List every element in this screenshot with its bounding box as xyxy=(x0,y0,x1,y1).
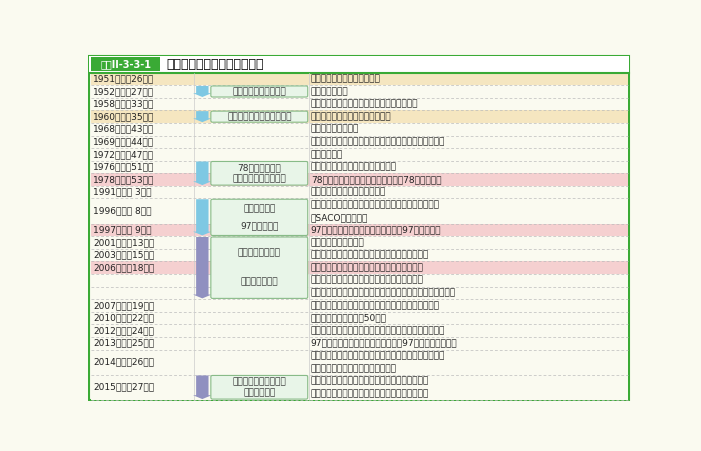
FancyBboxPatch shape xyxy=(211,237,308,299)
FancyBboxPatch shape xyxy=(90,148,628,161)
FancyBboxPatch shape xyxy=(90,186,628,198)
Text: 「未来に向けた共通のビジョン」（野田・オバマ会談）: 「未来に向けた共通のビジョン」（野田・オバマ会談） xyxy=(311,326,445,335)
FancyBboxPatch shape xyxy=(90,161,628,173)
Text: 旧日米安保条約の時代: 旧日米安保条約の時代 xyxy=(233,87,286,96)
Text: 安保改定と新日米安保条約: 安保改定と新日米安保条約 xyxy=(227,112,292,121)
FancyBboxPatch shape xyxy=(89,55,629,73)
FancyBboxPatch shape xyxy=(90,136,628,148)
FancyBboxPatch shape xyxy=(211,86,308,97)
Text: 1976（昭和51）年: 1976（昭和51）年 xyxy=(93,162,154,171)
Text: 「SACO最終報告」: 「SACO最終報告」 xyxy=(311,213,368,222)
Text: 2010（平成22）年: 2010（平成22）年 xyxy=(93,313,154,322)
Text: 1951（昭和26）年: 1951（昭和26）年 xyxy=(93,74,154,83)
FancyBboxPatch shape xyxy=(211,111,308,122)
Polygon shape xyxy=(193,86,212,97)
Text: 「日米安全保障共同宣言」（橋本・クリントン会談）: 「日米安全保障共同宣言」（橋本・クリントン会談） xyxy=(311,200,440,209)
Text: （旧ソ連の崩壊、冷戦の終結）: （旧ソ連の崩壊、冷戦の終結） xyxy=(311,188,386,197)
FancyBboxPatch shape xyxy=(90,236,628,249)
Text: 旧「日米安全保障条約」承認: 旧「日米安全保障条約」承認 xyxy=(311,74,381,83)
Text: 「世界の中の日米同盟」（小泉・ブッシュ会談）: 「世界の中の日米同盟」（小泉・ブッシュ会談） xyxy=(311,251,429,260)
Text: 日米同盟にかかわる主な経緯: 日米同盟にかかわる主な経緯 xyxy=(167,58,264,71)
Text: 1991（平成 3）年: 1991（平成 3）年 xyxy=(93,188,151,197)
Text: 佐藤・ニクソン会談（安保条約継続、沖縄施政権返還）: 佐藤・ニクソン会談（安保条約継続、沖縄施政権返還） xyxy=(311,137,445,146)
Text: 日米安全保障条約締結50周年: 日米安全保障条約締結50周年 xyxy=(311,313,387,322)
FancyBboxPatch shape xyxy=(90,337,628,350)
Text: 米国同時多発テロ: 米国同時多発テロ xyxy=(238,249,281,258)
Text: 新「日米防衛協力のための指針」（新指針）策定: 新「日米防衛協力のための指針」（新指針）策定 xyxy=(311,389,429,398)
FancyBboxPatch shape xyxy=(90,312,628,324)
Text: 97「日米防衛協力のための指針」（97指針）見直し合意: 97「日米防衛協力のための指針」（97指針）見直し合意 xyxy=(311,339,458,348)
Text: 拡大する日米防衛協力: 拡大する日米防衛協力 xyxy=(233,174,286,183)
Text: （小笠原諸島復帰）: （小笠原諸島復帰） xyxy=(311,125,359,134)
FancyBboxPatch shape xyxy=(90,286,628,299)
Text: 「再編の実施のための日米ロードマップ」策定: 「再編の実施のための日米ロードマップ」策定 xyxy=(311,263,423,272)
FancyBboxPatch shape xyxy=(90,262,628,274)
Text: 97「日米防衛協力のための指針」（97指針）策定: 97「日米防衛協力のための指針」（97指針）策定 xyxy=(311,226,442,235)
FancyBboxPatch shape xyxy=(90,173,628,186)
Polygon shape xyxy=(193,199,212,235)
FancyBboxPatch shape xyxy=(211,161,308,185)
Text: 97指針の策定: 97指針の策定 xyxy=(240,221,278,230)
Text: 新たな安全保障環境と: 新たな安全保障環境と xyxy=(233,377,286,387)
Text: 2006（平成18）年: 2006（平成18）年 xyxy=(93,263,154,272)
Text: 1972（昭和47）年: 1972（昭和47）年 xyxy=(93,150,154,159)
FancyBboxPatch shape xyxy=(90,57,161,71)
FancyBboxPatch shape xyxy=(90,110,628,123)
Text: 「日米共同ビジョン声明」（安倍・オバマ会談）: 「日米共同ビジョン声明」（安倍・オバマ会談） xyxy=(311,377,429,386)
FancyBboxPatch shape xyxy=(90,198,628,224)
FancyBboxPatch shape xyxy=(90,123,628,136)
Text: 「同条約」発効: 「同条約」発効 xyxy=(311,87,348,96)
Text: 日本と米国」（安倍・オバマ会談）: 日本と米国」（安倍・オバマ会談） xyxy=(311,364,397,373)
Text: 78「日米防衛協力のための指針」（78指針）策定: 78「日米防衛協力のための指針」（78指針）策定 xyxy=(311,175,442,184)
Text: 「新世紀の日米同盟」（小泉・ブッシュ会談）: 「新世紀の日米同盟」（小泉・ブッシュ会談） xyxy=(311,276,423,285)
Text: 図表II-3-3-1: 図表II-3-3-1 xyxy=(100,59,151,69)
Text: 1968（昭和43）年: 1968（昭和43）年 xyxy=(93,125,154,134)
Text: 2015（平成27）年: 2015（平成27）年 xyxy=(93,383,154,392)
FancyBboxPatch shape xyxy=(90,85,628,98)
Text: 以降の日米関係: 以降の日米関係 xyxy=(240,278,278,287)
Text: 「かけがえのない日米同盟」（安倍・ブッシュ会談）: 「かけがえのない日米同盟」（安倍・ブッシュ会談） xyxy=(311,301,440,310)
Text: 2003（平成15）年: 2003（平成15）年 xyxy=(93,251,154,260)
FancyBboxPatch shape xyxy=(90,350,628,375)
Text: （日米防衛協力小委員会設置合意）: （日米防衛協力小委員会設置合意） xyxy=(311,162,397,171)
Polygon shape xyxy=(193,161,212,185)
Text: 藤山・ダレス会談（日米安保条約改定同意）: 藤山・ダレス会談（日米安保条約改定同意） xyxy=(311,100,418,109)
Text: （沖縄復帰）: （沖縄復帰） xyxy=(311,150,343,159)
Polygon shape xyxy=(193,237,212,299)
FancyBboxPatch shape xyxy=(90,224,628,236)
Text: 1960（昭和35）年: 1960（昭和35）年 xyxy=(93,112,154,121)
Text: 1978（昭和53）年: 1978（昭和53）年 xyxy=(93,175,154,184)
Text: 2012（平成24）年: 2012（平成24）年 xyxy=(93,326,154,335)
Text: 冷戦の終結と: 冷戦の終結と xyxy=(243,205,275,214)
FancyBboxPatch shape xyxy=(90,375,628,400)
Text: 新指針の策定: 新指針の策定 xyxy=(243,388,275,397)
Text: 2007（平成19）年: 2007（平成19）年 xyxy=(93,301,154,310)
Text: 「日米安全保障条約」承認・発効: 「日米安全保障条約」承認・発効 xyxy=(311,112,391,121)
Text: 2013（平成25）年: 2013（平成25）年 xyxy=(93,339,154,348)
Text: 「アジア太平洋およびこれを越えた地域の未来を形作る: 「アジア太平洋およびこれを越えた地域の未来を形作る xyxy=(311,351,445,360)
FancyBboxPatch shape xyxy=(90,299,628,312)
Text: 2001（平成13）年: 2001（平成13）年 xyxy=(93,238,154,247)
Text: 1996（平成 8）年: 1996（平成 8）年 xyxy=(93,207,151,216)
FancyBboxPatch shape xyxy=(90,274,628,286)
Text: 1958（昭和33）年: 1958（昭和33）年 xyxy=(93,100,154,109)
Text: 1969（昭和44）年: 1969（昭和44）年 xyxy=(93,137,154,146)
Text: 2014（平成26）年: 2014（平成26）年 xyxy=(93,358,154,367)
Text: 1997（平成 9）年: 1997（平成 9）年 xyxy=(93,226,151,235)
Text: 78指針の策定と: 78指針の策定と xyxy=(238,164,281,173)
FancyBboxPatch shape xyxy=(90,249,628,262)
Text: （米国同時多発テロ）: （米国同時多発テロ） xyxy=(311,238,365,247)
FancyBboxPatch shape xyxy=(89,55,629,400)
FancyBboxPatch shape xyxy=(211,375,308,399)
Polygon shape xyxy=(193,375,212,399)
Text: 「世界とアジアのための日米同盟」（安倍・ブッシュ会談）: 「世界とアジアのための日米同盟」（安倍・ブッシュ会談） xyxy=(311,288,456,297)
FancyBboxPatch shape xyxy=(90,73,628,85)
FancyBboxPatch shape xyxy=(211,199,308,235)
FancyBboxPatch shape xyxy=(90,98,628,110)
Text: 1952（昭和27）年: 1952（昭和27）年 xyxy=(93,87,154,96)
FancyBboxPatch shape xyxy=(90,324,628,337)
Polygon shape xyxy=(193,111,212,122)
